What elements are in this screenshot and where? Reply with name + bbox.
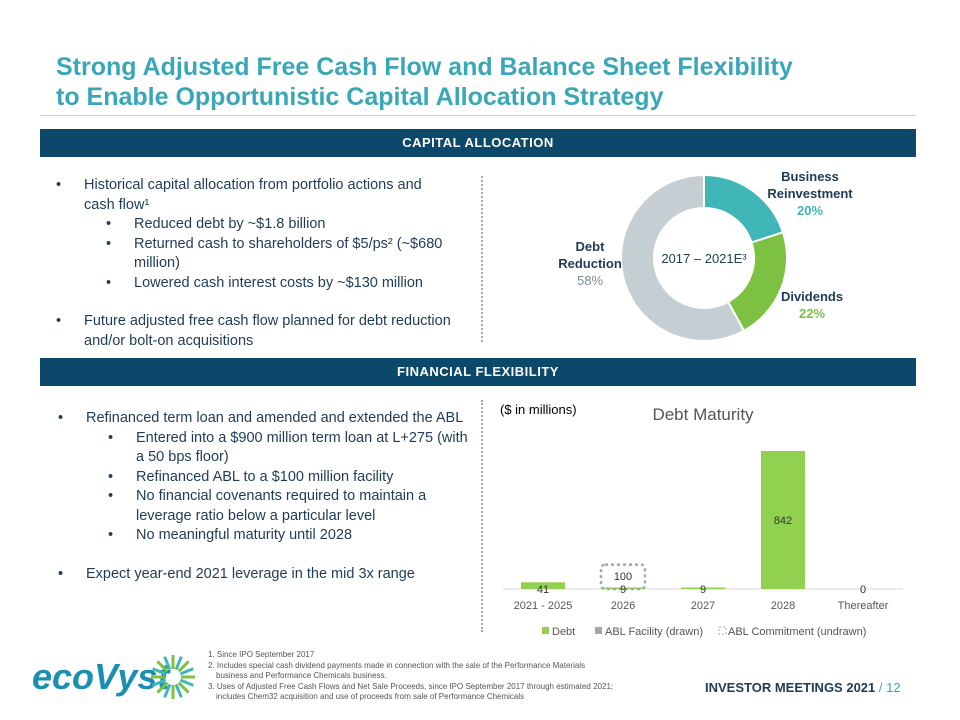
dotted-divider [481,400,483,632]
financial-flexibility-bullets: Refinanced term loan and amended and ext… [58,409,468,584]
donut-slice-debt-reduction [620,173,746,342]
label-debt-reduction: Debt Reduction 58% [558,239,622,288]
bullet: Historical capital allocation from portf… [56,176,456,215]
bullet: Future adjusted free cash flow planned f… [56,312,456,351]
category-label: 2026 [611,600,635,612]
label-business-reinvestment: Business Reinvestment 20% [767,169,853,218]
debt-maturity-chart: ($ in millions) Debt Maturity 41 2021 - 2… [500,402,903,638]
ray [152,667,167,676]
ray [152,678,167,687]
ray [163,656,172,671]
page-number: 12 [886,680,901,695]
ecovyst-logo: ecoVyst [32,656,170,697]
label-dividends: Dividends 22% [780,289,844,321]
legend-debt: Debt [552,626,575,638]
legend-swatch-abl-drawn [595,627,602,634]
capital-allocation-bullets: Historical capital allocation from portf… [56,176,456,351]
category-label: 2028 [771,600,795,612]
legend-swatch-abl-undrawn [718,626,727,635]
bullet: Refinanced ABL to a $100 million facilit… [58,468,468,488]
bar-debt [681,587,725,589]
data-label: 41 [537,584,549,596]
footnotes: 1. Since IPO September 2017 2. Includes … [208,650,614,701]
ray [156,681,169,694]
bullet: Refinanced term loan and amended and ext… [58,409,468,429]
bar-debt [601,587,645,589]
divider [40,115,916,116]
data-label-abl: 100 [614,571,632,583]
dotted-divider [481,176,483,342]
logo-sunburst-icon [151,655,195,699]
donut-center-label: 2017 – 2021E³ [661,251,747,266]
bullet: Expect year-end 2021 leverage in the mid… [58,565,468,585]
ray [177,660,190,673]
data-label: 842 [774,515,792,527]
ray [174,656,183,671]
capital-allocation-header: CAPITAL ALLOCATION [40,129,916,157]
legend-swatch-debt [542,627,549,634]
ray [179,678,194,687]
financial-flexibility-header: FINANCIAL FLEXIBILITY [40,358,916,386]
bullet: No meaningful maturity until 2028 [58,526,468,546]
category-label: 2027 [691,600,715,612]
legend-abl-undrawn: ABL Commitment (undrawn) [728,626,866,638]
bullet: Lowered cash interest costs by ~$130 mil… [56,274,456,294]
ray [179,667,194,676]
slide-title: Strong Adjusted Free Cash Flow and Balan… [56,53,793,111]
bullet: No financial covenants required to maint… [58,487,468,526]
data-label: 9 [620,584,626,596]
legend-abl-drawn: ABL Facility (drawn) [605,626,703,638]
unit-note: ($ in millions) [500,402,577,417]
ray [174,683,183,698]
ray [163,683,172,698]
data-label: 9 [700,584,706,596]
bullet: Entered into a $900 million term loan at… [58,429,468,468]
bar-debt [761,451,805,589]
chart-title: Debt Maturity [652,405,754,424]
ray [177,681,190,694]
ray [156,660,169,673]
bar-debt [521,582,565,589]
footer-event: INVESTOR MEETINGS 2021 / 12 [705,680,901,695]
category-label: 2021 - 2025 [514,600,573,612]
bullet: Returned cash to shareholders of $5/ps² … [56,235,456,274]
data-label: 0 [860,584,866,596]
bullet: Reduced debt by ~$1.8 billion [56,215,456,235]
bar-abl-undrawn [599,563,647,591]
category-label: Thereafter [838,600,889,612]
